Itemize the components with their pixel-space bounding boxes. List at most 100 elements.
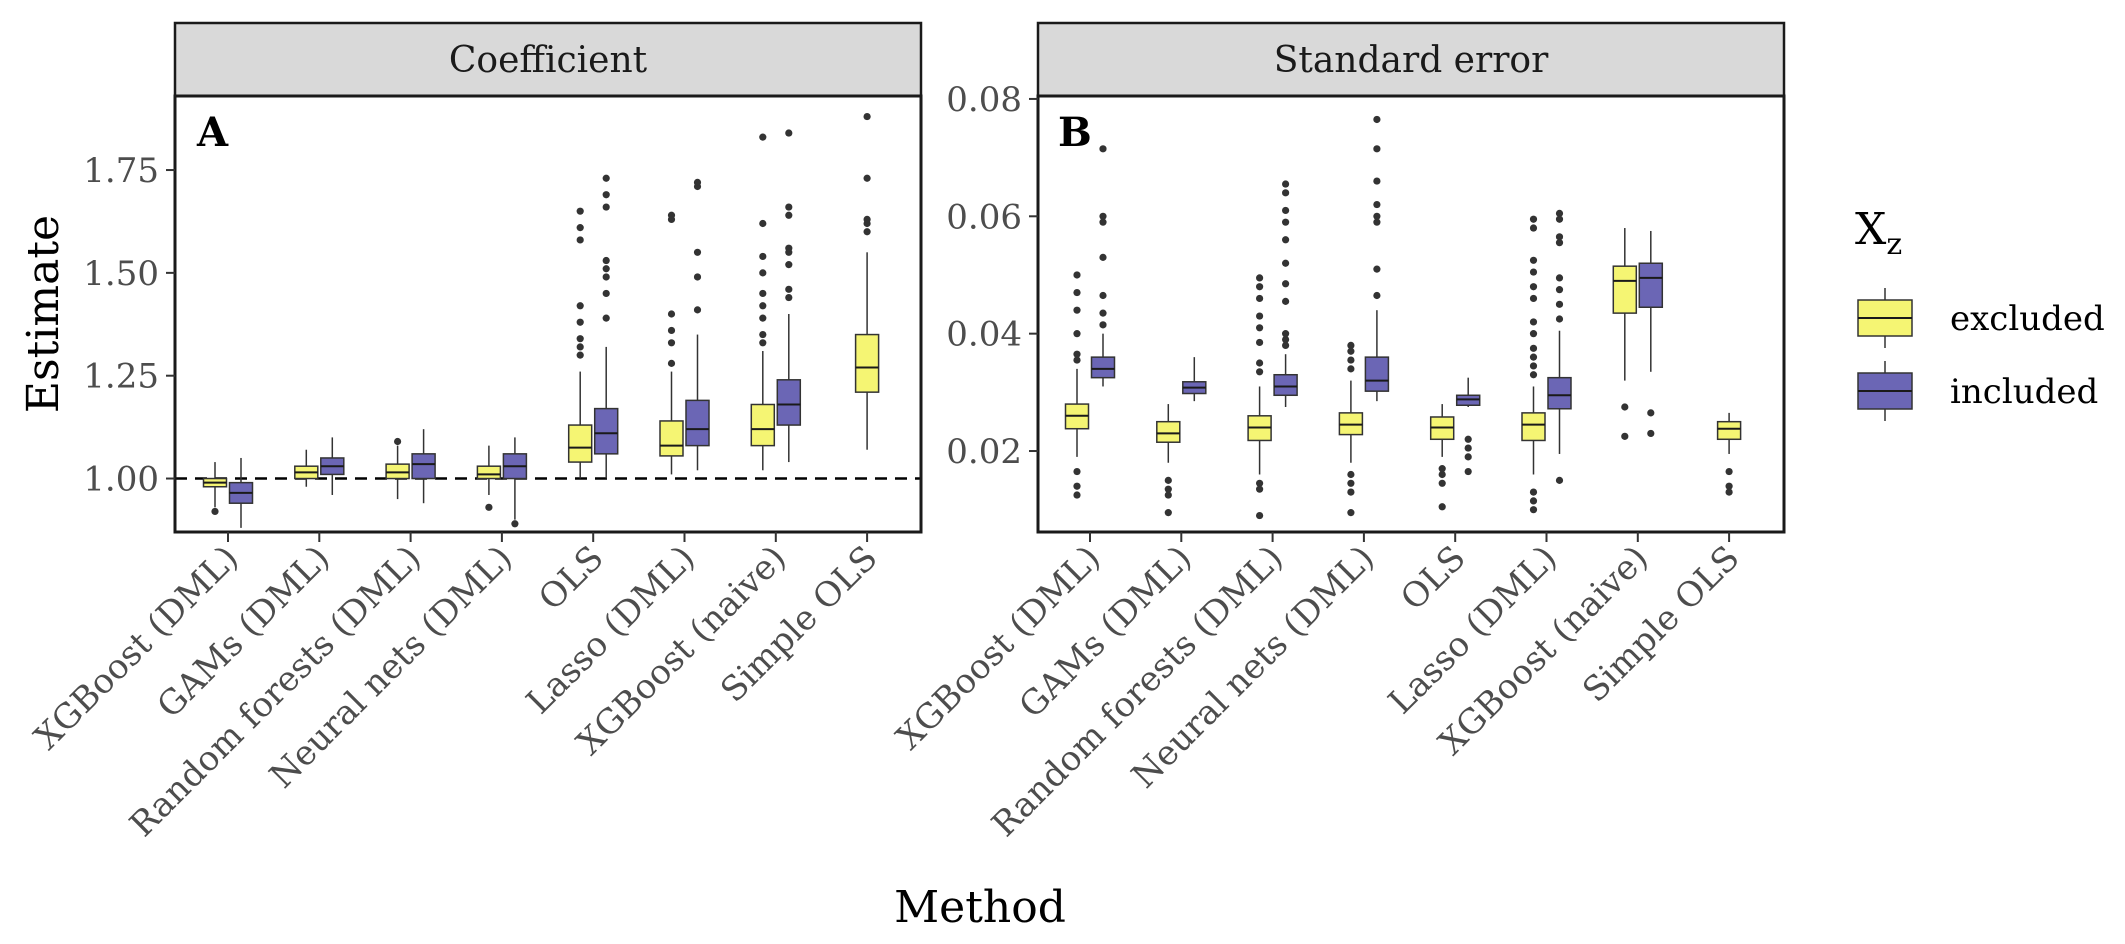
outlier-point — [1256, 324, 1264, 332]
outlier-point — [863, 228, 871, 236]
legend-item-excluded: excluded — [1857, 288, 2105, 348]
y-tick-label: 0.08 — [946, 80, 1022, 120]
box-excluded — [294, 449, 319, 487]
outlier-point — [1282, 206, 1290, 215]
outlier-point — [1256, 479, 1264, 487]
outlier-point — [485, 503, 493, 511]
box-included — [1273, 180, 1298, 408]
outlier-point — [863, 215, 871, 223]
outlier-point — [693, 306, 702, 314]
outlier-point — [1438, 465, 1446, 473]
outlier-point — [394, 437, 402, 446]
box-excluded — [1247, 274, 1272, 520]
outlier-point — [693, 248, 702, 256]
outlier-point — [602, 273, 610, 281]
x-tick-label: OLS — [531, 538, 611, 618]
legend-title: Xz — [1855, 204, 1902, 262]
box-included — [1090, 145, 1116, 387]
outlier-point — [759, 314, 767, 322]
outlier-point — [667, 359, 676, 367]
box-included — [776, 129, 802, 463]
box-excluded — [1612, 228, 1638, 440]
outlier-point — [1256, 338, 1264, 347]
box-iqr — [1638, 262, 1664, 309]
box-excluded — [1521, 215, 1546, 514]
box-included — [593, 174, 619, 479]
outlier-point — [1073, 271, 1081, 279]
outlier-point — [1282, 341, 1290, 349]
box-excluded — [659, 211, 684, 475]
box-excluded — [750, 133, 776, 471]
y-tick-label: 0.02 — [946, 432, 1022, 472]
outlier-point — [1555, 315, 1564, 323]
outlier-point — [1725, 482, 1733, 490]
strip-b-label: Standard error — [1274, 40, 1549, 81]
outlier-point — [1256, 312, 1264, 320]
outlier-point — [863, 112, 871, 121]
outlier-point — [211, 507, 219, 516]
box-included — [228, 457, 254, 528]
outlier-point — [1099, 321, 1107, 329]
outlier-point — [1073, 356, 1081, 364]
outlier-point — [1555, 274, 1564, 282]
box-iqr — [1612, 265, 1638, 314]
y-tick-label: 1.00 — [83, 460, 159, 500]
outlier-point — [1099, 309, 1107, 317]
outlier-point — [576, 207, 584, 215]
outlier-point — [1099, 253, 1107, 261]
outlier-point — [1073, 306, 1081, 314]
outlier-point — [1256, 511, 1264, 520]
box-excluded — [567, 207, 593, 479]
box-excluded — [1064, 271, 1090, 499]
outlier-point — [1555, 476, 1564, 484]
outlier-point — [1099, 218, 1107, 226]
outlier-point — [602, 289, 610, 298]
outlier-point — [1529, 353, 1538, 361]
outlier-point — [602, 203, 610, 211]
outlier-point — [1347, 509, 1355, 517]
outlier-point — [785, 203, 793, 211]
outlier-point — [1099, 145, 1107, 153]
outlier-point — [1099, 212, 1107, 220]
outlier-point — [1282, 335, 1290, 344]
outlier-point — [1282, 297, 1290, 305]
outlier-point — [1099, 291, 1107, 300]
outlier-point — [1647, 409, 1655, 417]
outlier-point — [1073, 350, 1081, 358]
outlier-point — [1529, 215, 1538, 223]
box-included — [411, 429, 436, 504]
y-tick-label: 1.50 — [83, 254, 159, 294]
outlier-point — [1529, 283, 1538, 291]
y-axis-title: Estimate — [18, 215, 69, 413]
outlier-point — [1164, 476, 1172, 484]
outlier-point — [1282, 180, 1290, 188]
outlier-point — [602, 314, 610, 322]
outlier-point — [1529, 506, 1538, 514]
outlier-point — [759, 133, 767, 141]
outlier-point — [1529, 224, 1538, 232]
legend-label: included — [1950, 372, 2098, 412]
outlier-point — [1373, 218, 1381, 226]
outlier-point — [602, 174, 610, 182]
box-excluded — [1338, 341, 1364, 517]
box-iqr — [1090, 356, 1116, 379]
outlier-point — [667, 211, 676, 219]
outlier-point — [759, 289, 767, 298]
panel-a: Coefficient A 1.001.251.501.75 XGBoost (… — [27, 21, 923, 845]
outlier-point — [576, 335, 584, 343]
outlier-point — [576, 302, 584, 310]
outlier-point — [1373, 177, 1381, 185]
outlier-point — [602, 265, 610, 273]
outlier-point — [1347, 488, 1355, 496]
outlier-point — [1464, 444, 1472, 452]
outlier-point — [1464, 435, 1472, 443]
box-included — [685, 178, 710, 471]
outlier-point — [1373, 200, 1381, 209]
outlier-point — [1647, 429, 1655, 438]
outlier-point — [1464, 453, 1472, 461]
outlier-point — [1529, 488, 1538, 496]
outlier-point — [759, 339, 767, 347]
outlier-point — [1347, 341, 1355, 349]
outlier-point — [1282, 330, 1290, 338]
legend: Xz excluded included — [1855, 204, 2105, 421]
